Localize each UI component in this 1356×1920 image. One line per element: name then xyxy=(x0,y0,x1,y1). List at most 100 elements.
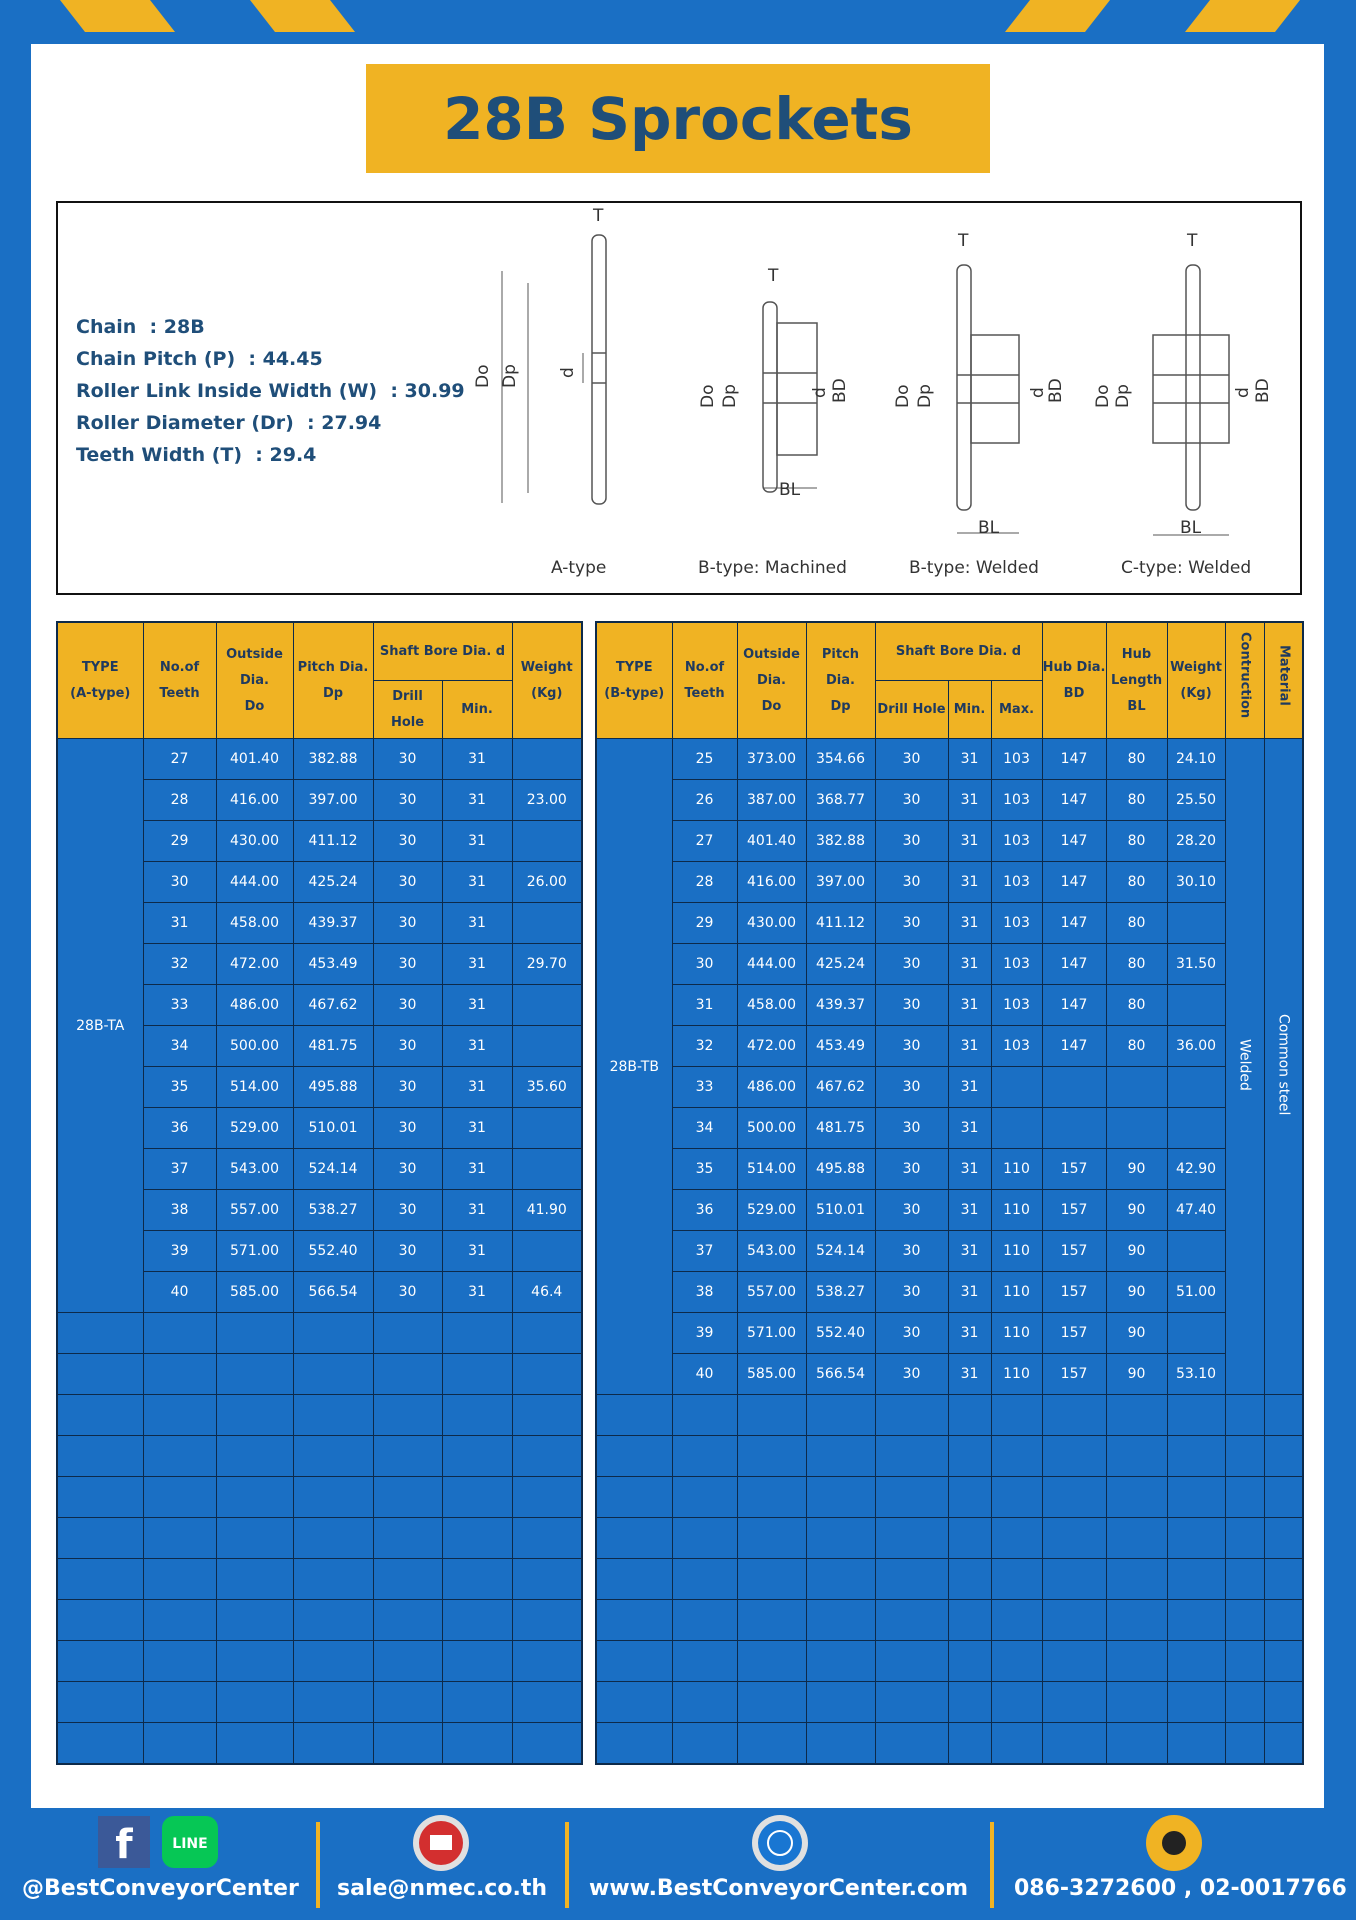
data-cell: 36 xyxy=(142,1107,217,1149)
type-cell: 28B-TB xyxy=(595,738,673,1395)
data-cell: 24.10 xyxy=(1166,738,1226,780)
header-row: TYPE (A-type) No.of Teeth Outside Dia. Do P… xyxy=(56,621,583,739)
empty-cell xyxy=(56,1722,144,1765)
data-cell: 110 xyxy=(990,1271,1043,1313)
data-cell: 566.54 xyxy=(292,1271,374,1313)
data-cell: 31 xyxy=(441,1025,513,1067)
diagram-label: d xyxy=(558,367,578,378)
empty-cell xyxy=(947,1476,992,1518)
data-row: 35 514.00 495.88 30 31 35.60 xyxy=(57,1066,583,1108)
data-cell: 38 xyxy=(671,1271,738,1313)
header-cell-text: Contruction xyxy=(1237,632,1253,719)
empty-cell xyxy=(372,1681,443,1723)
diagram-label: T xyxy=(767,266,779,286)
empty-cell xyxy=(805,1558,876,1600)
header-cell: Outside Dia. Do xyxy=(736,621,807,739)
data-cell: 90 xyxy=(1105,1312,1168,1354)
data-cell: 31 xyxy=(947,738,992,780)
empty-cell xyxy=(1105,1558,1168,1600)
data-cell: 557.00 xyxy=(215,1189,294,1231)
empty-cell xyxy=(142,1353,217,1395)
empty-cell xyxy=(511,1681,583,1723)
data-cell: 30 xyxy=(372,738,443,780)
empty-row xyxy=(56,1517,583,1559)
empty-cell xyxy=(1263,1558,1304,1600)
empty-cell xyxy=(990,1599,1043,1641)
data-cell: 90 xyxy=(1105,1148,1168,1190)
empty-cell xyxy=(671,1394,738,1436)
empty-cell xyxy=(142,1599,217,1641)
data-cell: 566.54 xyxy=(805,1353,876,1395)
title: 28B Sprockets xyxy=(366,64,990,173)
data-cell: 30 xyxy=(372,1230,443,1272)
empty-cell xyxy=(1166,1640,1226,1682)
phone: 086-3272600 , 02-0017766 xyxy=(1014,1876,1347,1901)
empty-cell xyxy=(595,1640,673,1682)
empty-cell xyxy=(511,1722,583,1765)
empty-cell xyxy=(1041,1681,1107,1723)
diagram-label: d xyxy=(1028,387,1048,398)
empty-cell xyxy=(372,1353,443,1395)
empty-cell xyxy=(441,1517,513,1559)
empty-cell xyxy=(215,1394,294,1436)
header-cell: Hub Length BL xyxy=(1105,621,1168,739)
data-cell: 34 xyxy=(671,1107,738,1149)
empty-cell xyxy=(1041,1435,1107,1477)
empty-cell xyxy=(1166,1599,1226,1641)
data-cell: 30 xyxy=(372,1148,443,1190)
empty-cell xyxy=(805,1681,876,1723)
data-cell: 401.40 xyxy=(215,738,294,780)
empty-cell xyxy=(56,1681,144,1723)
empty-cell xyxy=(1263,1681,1304,1723)
type-cell: 28B-TA xyxy=(56,738,144,1313)
data-cell xyxy=(1166,902,1226,944)
data-cell: 425.24 xyxy=(292,861,374,903)
diagram-label: d xyxy=(810,387,830,398)
data-cell: 80 xyxy=(1105,902,1168,944)
data-cell: 30 xyxy=(874,1353,949,1395)
empty-cell xyxy=(511,1558,583,1600)
empty-cell xyxy=(292,1517,374,1559)
empty-cell xyxy=(990,1681,1043,1723)
data-cell: 42.90 xyxy=(1166,1148,1226,1190)
diagram-label: Do xyxy=(893,385,913,409)
data-cell: 40 xyxy=(671,1353,738,1395)
data-row: 38 557.00 538.27 30 31 110 157 90 51.00 xyxy=(596,1271,1303,1313)
empty-cell xyxy=(947,1435,992,1477)
empty-cell xyxy=(947,1517,992,1559)
data-cell: 30 xyxy=(372,943,443,985)
data-cell xyxy=(1105,1107,1168,1149)
header-cell-text: Material xyxy=(1276,645,1292,706)
data-cell: 103 xyxy=(990,984,1043,1026)
data-cell: 458.00 xyxy=(736,984,807,1026)
empty-row xyxy=(595,1394,1304,1436)
data-cell: 30 xyxy=(874,738,949,780)
empty-cell xyxy=(736,1681,807,1723)
data-cell xyxy=(1041,1107,1107,1149)
data-cell: 28 xyxy=(671,861,738,903)
empty-cell xyxy=(1224,1681,1265,1723)
data-row: 27 401.40 382.88 30 31 103 147 80 28.20 xyxy=(596,820,1303,862)
empty-cell xyxy=(1166,1394,1226,1436)
data-cell: 31 xyxy=(947,1066,992,1108)
empty-cell xyxy=(215,1722,294,1765)
data-row: 28 416.00 397.00 30 31 103 147 80 30.10 xyxy=(596,861,1303,903)
data-cell: 147 xyxy=(1041,861,1107,903)
empty-cell xyxy=(292,1681,374,1723)
data-cell: 411.12 xyxy=(805,902,876,944)
specs: Chain : 28B Chain Pitch (P) : 44.45 Roller… xyxy=(76,311,465,471)
empty-row xyxy=(595,1681,1304,1723)
data-cell: 31 xyxy=(947,943,992,985)
data-cell xyxy=(511,1148,583,1190)
data-cell: 30 xyxy=(671,943,738,985)
data-cell: 416.00 xyxy=(736,861,807,903)
data-cell: 103 xyxy=(990,779,1043,821)
empty-row xyxy=(595,1558,1304,1600)
data-cell: 585.00 xyxy=(736,1353,807,1395)
data-cell xyxy=(511,1025,583,1067)
data-cell xyxy=(511,984,583,1026)
data-cell: 585.00 xyxy=(215,1271,294,1313)
data-row: 38 557.00 538.27 30 31 41.90 xyxy=(57,1189,583,1231)
empty-cell xyxy=(292,1476,374,1518)
data-cell: 30 xyxy=(874,1148,949,1190)
